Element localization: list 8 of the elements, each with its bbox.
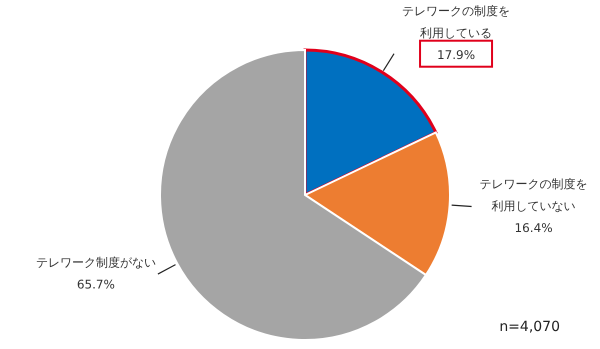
slice-label: テレワーク制度がない <box>36 255 156 270</box>
slice-label: テレワークの制度を利用している <box>402 4 510 40</box>
data-label: 65.7% <box>76 277 115 292</box>
data-label: 16.4% <box>514 220 553 235</box>
pie-slice <box>304 48 438 196</box>
text: n=4,070 <box>499 319 560 335</box>
slice-label: テレワークの制度を利用していない <box>480 176 588 213</box>
data-label: 17.9% <box>436 48 476 62</box>
